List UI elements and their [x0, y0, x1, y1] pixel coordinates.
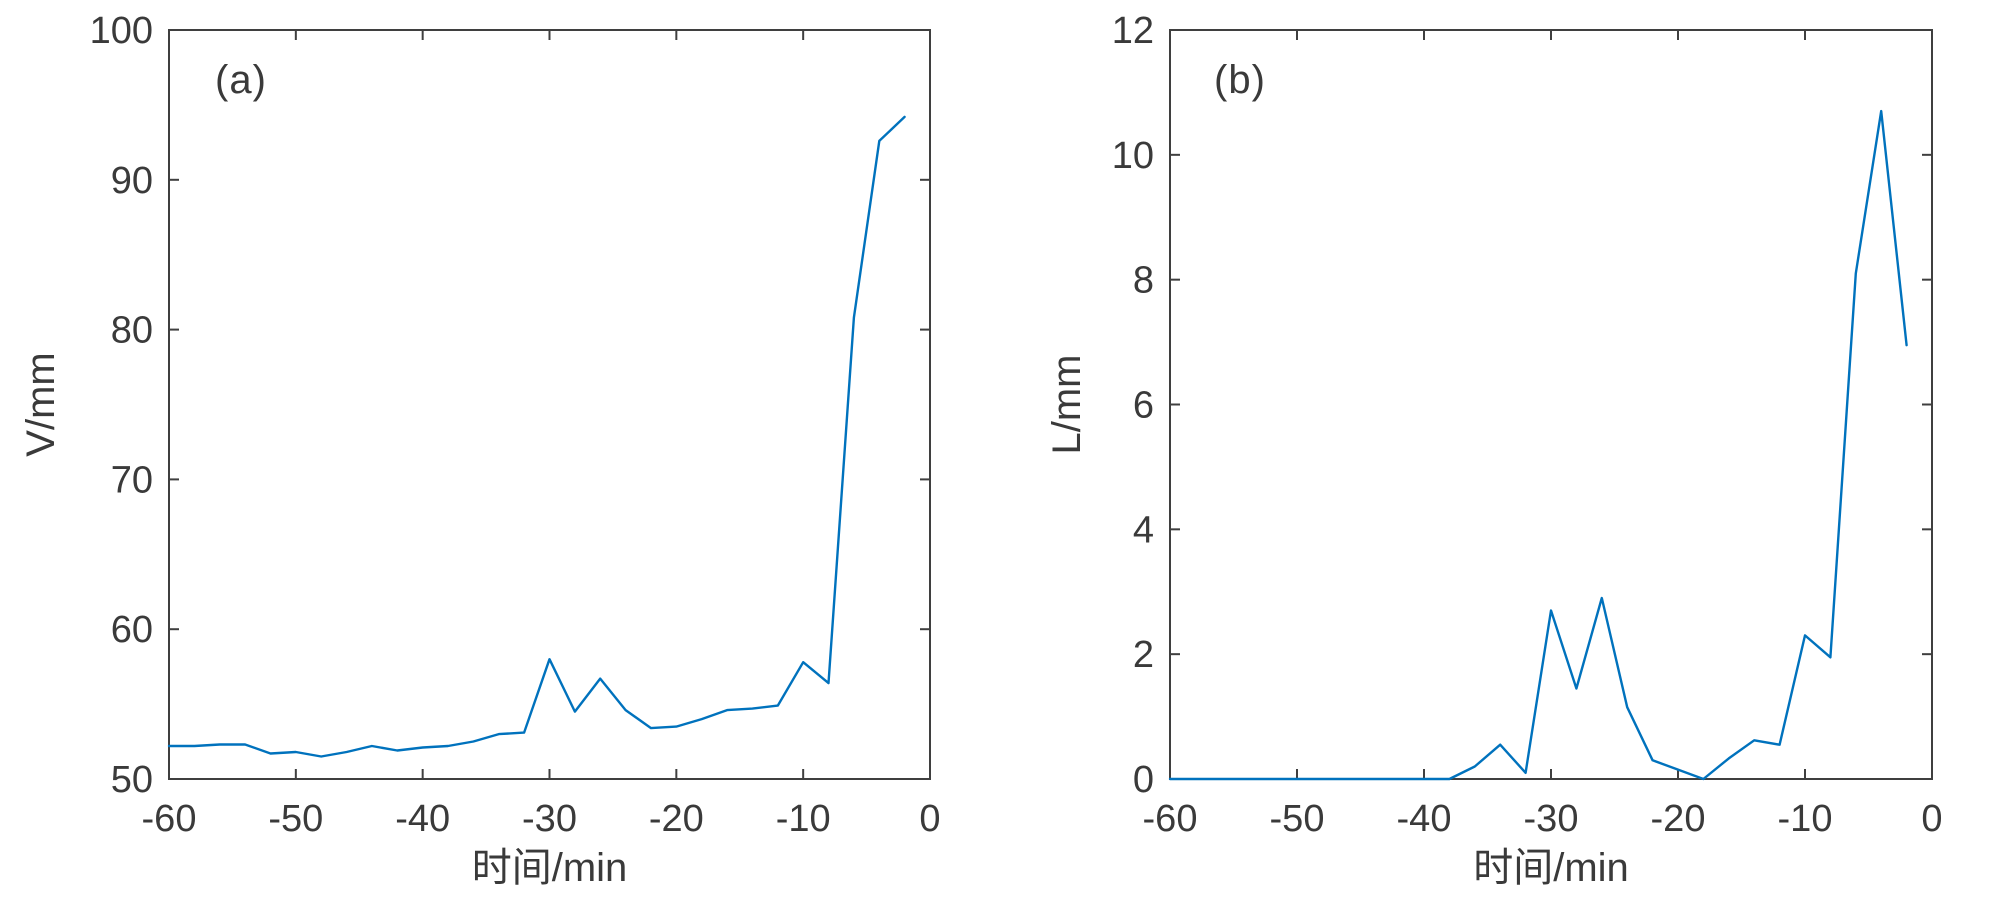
x-tick-label: -30 [522, 798, 577, 840]
x-axis-label: 时间/min [472, 846, 628, 890]
y-tick-label: 2 [1133, 634, 1154, 676]
y-tick-label: 10 [1112, 135, 1154, 177]
x-tick-label: -30 [1524, 798, 1579, 840]
y-tick-label: 8 [1133, 260, 1154, 302]
x-tick-label: -20 [649, 798, 704, 840]
y-tick-label: 50 [111, 759, 153, 801]
x-tick-label: -60 [1143, 798, 1198, 840]
x-tick-label: 0 [1921, 798, 1942, 840]
x-tick-label: -50 [1270, 798, 1325, 840]
x-tick-label: -10 [1778, 798, 1833, 840]
x-tick-label: -10 [776, 798, 831, 840]
x-tick-label: -40 [395, 798, 450, 840]
y-tick-label: 90 [111, 160, 153, 202]
y-tick-label: 60 [111, 609, 153, 651]
panel-b-label: (b) [1214, 58, 1266, 102]
plot-box [1169, 29, 1933, 780]
x-tick-label: -20 [1651, 798, 1706, 840]
x-axis-label: 时间/min [1473, 846, 1629, 890]
x-tick-label: -50 [268, 798, 323, 840]
y-axis-label: V/mm [19, 352, 63, 456]
y-tick-label: 0 [1133, 759, 1154, 801]
y-tick-label: 70 [111, 459, 153, 501]
data-line [1168, 109, 1908, 781]
y-tick-label: 80 [111, 310, 153, 352]
data-line [167, 115, 906, 758]
y-axis-label: L/mm [1045, 355, 1089, 455]
y-tick-label: 100 [90, 10, 153, 52]
y-tick-label: 12 [1112, 10, 1154, 52]
x-tick-label: 0 [919, 798, 940, 840]
panel-a-label: (a) [215, 58, 267, 102]
y-tick-label: 4 [1133, 509, 1154, 551]
y-tick-label: 6 [1133, 385, 1154, 427]
x-tick-label: -40 [1397, 798, 1452, 840]
plot-box [168, 29, 931, 780]
x-tick-label: -60 [142, 798, 197, 840]
